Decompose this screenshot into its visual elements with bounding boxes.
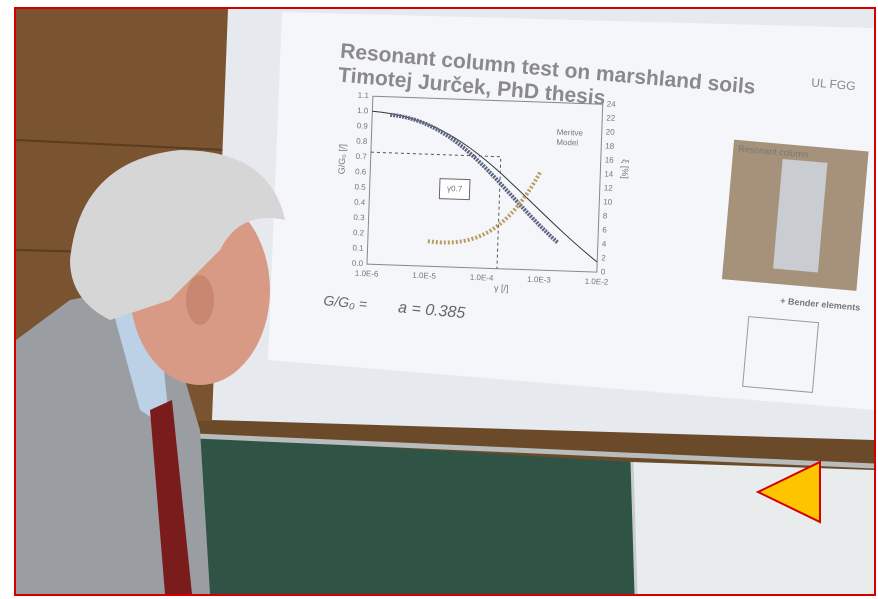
lab-equipment (773, 158, 828, 273)
chalkboard (190, 436, 636, 594)
y-tick-label: 0.8 (356, 137, 368, 146)
previous-arrow[interactable] (755, 460, 821, 524)
y2-tick-label: 22 (606, 113, 616, 122)
formula-lhs: G/G₀ = (323, 292, 368, 312)
annotation-box (438, 178, 471, 201)
y2-tick-label: 10 (603, 197, 613, 206)
legend-label: Meritve (557, 128, 584, 138)
y-tick-label: 0.7 (355, 152, 367, 161)
x-tick-label: 1.0E-2 (585, 277, 609, 287)
x-tick-label: 1.0E-4 (470, 273, 494, 283)
hair (70, 150, 285, 320)
slide-chart: 1.11.00.90.80.70.60.50.40.30.20.10.02422… (336, 91, 631, 294)
viewer-frame (14, 7, 876, 596)
tie (150, 400, 192, 594)
board-edge (630, 461, 638, 595)
slide (268, 12, 874, 410)
annotation: γ0.7 (447, 184, 463, 194)
y-tick-label: 0.3 (353, 213, 365, 222)
formula: a = 0.385 (397, 299, 466, 322)
y-tick-label: 0.5 (354, 182, 366, 191)
x-tick-label: 1.0E-5 (412, 271, 436, 281)
board-rail (195, 433, 875, 469)
y2-tick-label: 12 (604, 183, 614, 192)
plot-area (366, 95, 604, 273)
damping-points (427, 171, 543, 245)
reference-lines (370, 151, 502, 269)
y2-tick-label: 0 (601, 267, 606, 276)
schematic (742, 316, 820, 393)
y2-tick-label: 24 (607, 99, 617, 108)
y2-tick-label: 20 (606, 127, 616, 136)
y-tick-label: 0.1 (352, 243, 364, 252)
ear (186, 275, 214, 325)
x-axis-label: γ [/] (494, 283, 509, 294)
y2-tick-label: 14 (604, 169, 614, 178)
y-tick-label: 0.0 (352, 259, 364, 268)
y-tick-label: 1.1 (358, 91, 370, 100)
x-tick-label: 1.0E-6 (355, 269, 379, 279)
whiteboard (632, 462, 874, 594)
y2-tick-label: 4 (602, 239, 607, 248)
y2-tick-label: 6 (602, 225, 607, 234)
y2-tick-label: 8 (603, 211, 608, 220)
y-tick-label: 0.2 (353, 228, 365, 237)
y2-tick-label: 2 (601, 253, 606, 262)
y-tick-label: 0.4 (354, 198, 366, 207)
measured-points (390, 112, 560, 245)
legend-label: Model (556, 138, 578, 148)
x-tick-label: 1.0E-3 (527, 275, 551, 285)
y-tick-label: 0.6 (355, 167, 367, 176)
y2-tick-label: 18 (605, 141, 615, 150)
y-axis-label: G/G₀ [/] (336, 144, 347, 175)
y2-tick-label: 16 (605, 155, 615, 164)
logo: UL FGG (811, 75, 856, 93)
y-tick-label: 0.9 (357, 121, 369, 130)
y2-axis-label: ξ [%] (620, 159, 631, 179)
slide-content: Resonant column test on marshland soils … (323, 40, 869, 393)
y-tick-label: 1.0 (357, 106, 369, 115)
